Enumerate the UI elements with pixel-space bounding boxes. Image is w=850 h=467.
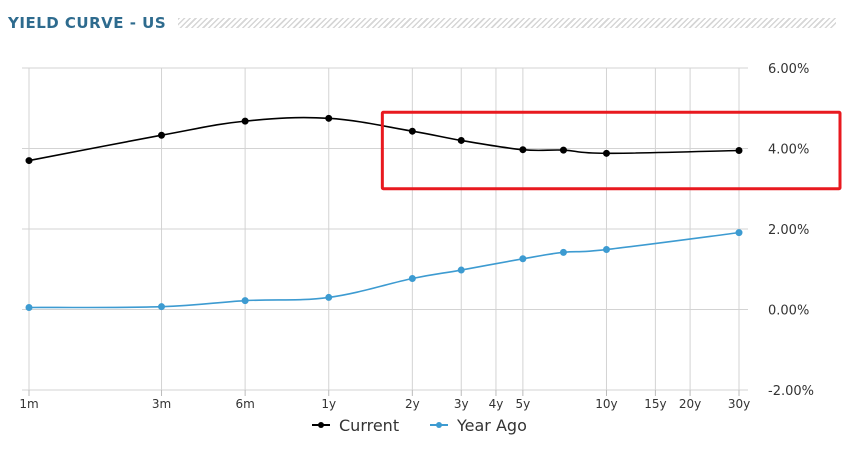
- series-line-current[interactable]: [28, 116, 740, 162]
- series-layer: [25, 114, 743, 311]
- data-point[interactable]: [735, 229, 743, 237]
- x-tick-label: 5y: [515, 397, 530, 411]
- y-tick-label: 0.00%: [768, 304, 809, 319]
- legend-marker: [318, 422, 324, 428]
- data-point[interactable]: [602, 246, 610, 254]
- data-point[interactable]: [519, 255, 527, 263]
- x-tick-label: 1m: [19, 397, 38, 411]
- y-axis-ticks: -2.00% 0.00% 2.00% 4.00% 6.00%: [768, 62, 814, 399]
- y-tick-label: 2.00%: [768, 223, 809, 238]
- y-tick-label: -2.00%: [768, 384, 814, 399]
- x-tick-label: 1y: [321, 397, 336, 411]
- data-point[interactable]: [457, 266, 465, 274]
- series-line-year-ago[interactable]: [28, 231, 740, 309]
- grid: [22, 67, 748, 391]
- y-tick-label: 6.00%: [768, 62, 809, 77]
- data-point[interactable]: [325, 114, 333, 122]
- highlight-box: [380, 110, 842, 191]
- legend-item-year-ago[interactable]: Year Ago: [430, 416, 527, 435]
- data-point[interactable]: [408, 275, 416, 283]
- data-point[interactable]: [25, 157, 33, 165]
- highlight-layer: [380, 110, 842, 191]
- x-tick-label: 30y: [728, 397, 750, 411]
- data-point[interactable]: [559, 248, 567, 256]
- legend-marker: [436, 422, 442, 428]
- data-point[interactable]: [408, 127, 416, 135]
- x-tick-label: 6m: [235, 397, 254, 411]
- legend-label: Year Ago: [456, 416, 527, 435]
- legend-item-current[interactable]: Current: [312, 416, 399, 435]
- data-point[interactable]: [158, 303, 166, 311]
- data-point[interactable]: [241, 117, 249, 125]
- x-tick-label: 20y: [679, 397, 701, 411]
- data-point[interactable]: [158, 131, 166, 139]
- data-point[interactable]: [519, 146, 527, 154]
- data-point[interactable]: [325, 293, 333, 301]
- chart-title: YIELD CURVE - US: [8, 14, 167, 32]
- x-tick-label: 2y: [405, 397, 420, 411]
- data-point[interactable]: [25, 303, 33, 311]
- x-tick-label: 15y: [644, 397, 666, 411]
- legend-label: Current: [339, 416, 399, 435]
- header-hatch-divider: [178, 18, 836, 28]
- chart-header: YIELD CURVE - US: [8, 10, 836, 36]
- x-tick-label: 4y: [489, 397, 504, 411]
- data-point[interactable]: [602, 149, 610, 157]
- data-point[interactable]: [457, 136, 465, 144]
- x-tick-label: 3m: [152, 397, 171, 411]
- data-point[interactable]: [241, 297, 249, 305]
- data-point[interactable]: [559, 146, 567, 154]
- data-point[interactable]: [735, 147, 743, 155]
- y-tick-label: 4.00%: [768, 143, 809, 158]
- x-tick-label: 10y: [595, 397, 617, 411]
- legend[interactable]: Current Year Ago: [312, 416, 527, 435]
- x-tick-label: 3y: [454, 397, 469, 411]
- x-axis-ticks: 1m 3m 6m 1y 2y 3y 4y 5y 10y 15y 20y 30y: [19, 390, 750, 411]
